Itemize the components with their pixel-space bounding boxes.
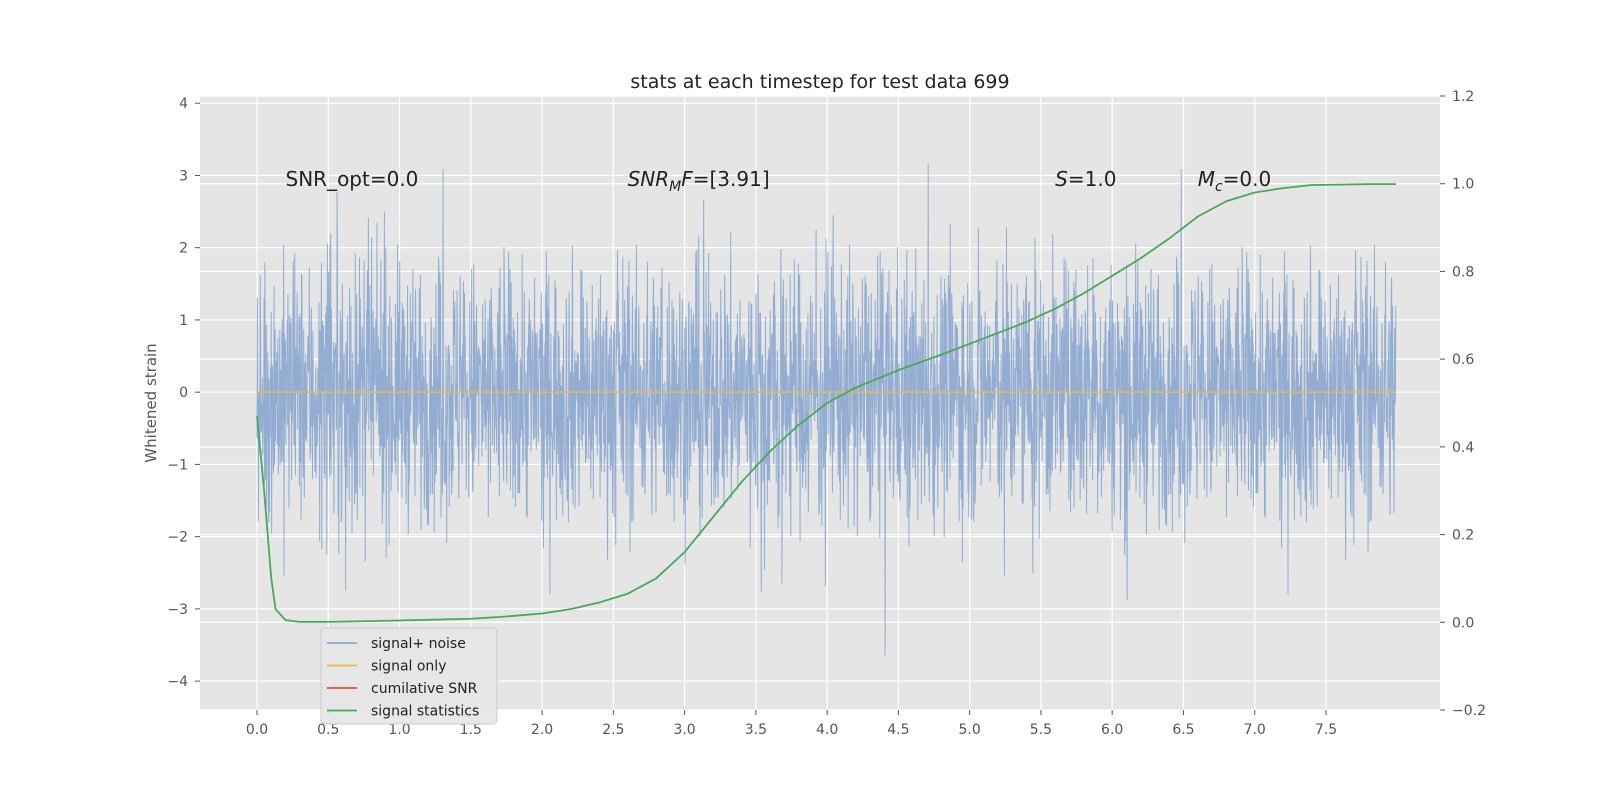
y2-tick-label: −0.2 <box>1452 703 1486 719</box>
x-tick-label: 3.0 <box>673 722 695 738</box>
x-tick-label: 5.5 <box>1030 722 1052 738</box>
y-tick-label: 4 <box>179 96 188 112</box>
x-tick-label: 7.0 <box>1244 722 1266 738</box>
annotation-snr-mf: SNRMF=[3.91] <box>628 167 770 195</box>
y-tick-label: 3 <box>179 168 188 184</box>
y-tick-label: 0 <box>179 385 188 401</box>
x-tick-label: 0.0 <box>246 722 268 738</box>
x-tick-label: 1.0 <box>388 722 410 738</box>
y2-tick-label: 0.6 <box>1452 352 1474 368</box>
y-tick-label: 2 <box>179 241 188 257</box>
y2-tick-label: 0.0 <box>1452 615 1474 631</box>
x-tick-label: 6.0 <box>1101 722 1123 738</box>
y2-tick-label: 0.2 <box>1452 528 1474 544</box>
x-tick-label: 4.5 <box>887 722 909 738</box>
y2-tick-label: 0.4 <box>1452 440 1474 456</box>
x-tick-label: 6.5 <box>1172 722 1194 738</box>
annotation-s-stat: S=1.0 <box>1055 167 1116 191</box>
annotation-base: M <box>1198 167 1215 191</box>
annotation-mc: Mc=0.0 <box>1198 167 1272 195</box>
annotation-base: SNR <box>628 167 670 191</box>
noise-series <box>256 163 1397 656</box>
x-tick-label: 3.5 <box>745 722 767 738</box>
y-tick-label: −4 <box>167 674 188 690</box>
legend: signal+ noise signal only cumilative SNR si… <box>320 627 498 725</box>
y2-tick-label: 0.8 <box>1452 264 1474 280</box>
chart-title: stats at each timestep for test data 699 <box>630 71 1009 93</box>
axes: 0.0 0.5 1.0 1.5 2.0 2.5 3.0 3.5 4.0 4.5 5.0 5.5 6.0 6… <box>167 89 1486 738</box>
annotation-subscript: c <box>1215 179 1223 195</box>
annotation-value: =1.0 <box>1068 167 1117 191</box>
series-lines <box>256 183 1396 623</box>
x-tick-label: 1.5 <box>460 722 482 738</box>
legend-label: signal statistics <box>371 704 479 720</box>
y-tick-label: 1 <box>179 313 188 329</box>
annotation-value: =0.0 <box>1223 167 1272 191</box>
y2-tick-label: 1.2 <box>1452 89 1474 105</box>
series-signal-statistics <box>256 183 1396 623</box>
series-signal-plus-noise <box>256 163 1397 656</box>
legend-label: signal only <box>371 659 446 675</box>
annotations: SNR_opt=0.0 SNRMF=[3.91] S=1.0 Mc=0.0 <box>286 167 1272 195</box>
annotation-value: =[3.91] <box>693 167 770 191</box>
x-tick-label: 4.0 <box>816 722 838 738</box>
annotation-snr-opt: SNR_opt=0.0 <box>286 167 419 191</box>
legend-label: cumilative SNR <box>371 681 478 697</box>
annotation-subscript: M <box>669 179 681 195</box>
x-tick-label: 0.5 <box>317 722 339 738</box>
x-tick-label: 7.5 <box>1315 722 1337 738</box>
annotation-rest: F <box>681 167 693 191</box>
y2-tick-label: 1.0 <box>1452 177 1474 193</box>
y-tick-label: −1 <box>167 457 188 473</box>
x-tick-label: 2.5 <box>602 722 624 738</box>
y-axis-label: Whitened strain <box>142 343 160 462</box>
y-tick-label: −2 <box>167 530 188 546</box>
x-tick-label: 2.0 <box>531 722 553 738</box>
legend-label: signal+ noise <box>371 636 466 652</box>
x-tick-label: 5.0 <box>959 722 981 738</box>
annotation-base: S <box>1055 167 1068 191</box>
y-tick-label: −3 <box>167 602 188 618</box>
legend-box <box>320 627 498 725</box>
